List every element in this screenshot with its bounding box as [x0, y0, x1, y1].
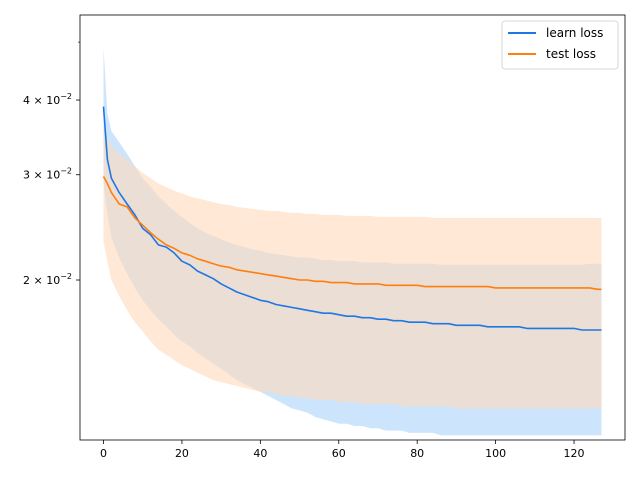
series-lines	[102, 106, 602, 331]
x-axis: 0 20 40 60 80 100 120	[100, 440, 585, 460]
x-tick-label: 20	[175, 447, 189, 460]
learn-loss-line	[102, 106, 602, 331]
x-tick-label: 40	[253, 447, 267, 460]
x-tick-label: 120	[564, 447, 585, 460]
test-loss-band	[103, 127, 602, 409]
x-tick-label: 80	[410, 447, 424, 460]
y-tick-label: 4 × 10−2	[23, 92, 72, 107]
y-axis: 2 × 10−2 3 × 10−2 4 × 10−2	[23, 41, 80, 287]
x-tick-label: 60	[332, 447, 346, 460]
legend-label-learn-loss: learn loss	[546, 26, 603, 40]
confidence-bands	[103, 47, 602, 436]
y-tick-label: 3 × 10−2	[23, 167, 72, 182]
plot-frame	[79, 14, 626, 441]
x-tick-label: 100	[485, 447, 506, 460]
legend-label-test-loss: test loss	[546, 47, 596, 61]
test-loss-line	[102, 176, 602, 291]
legend: learn loss test loss	[501, 20, 619, 70]
y-tick-label: 2 × 10−2	[23, 272, 72, 287]
x-tick-label: 0	[100, 447, 107, 460]
